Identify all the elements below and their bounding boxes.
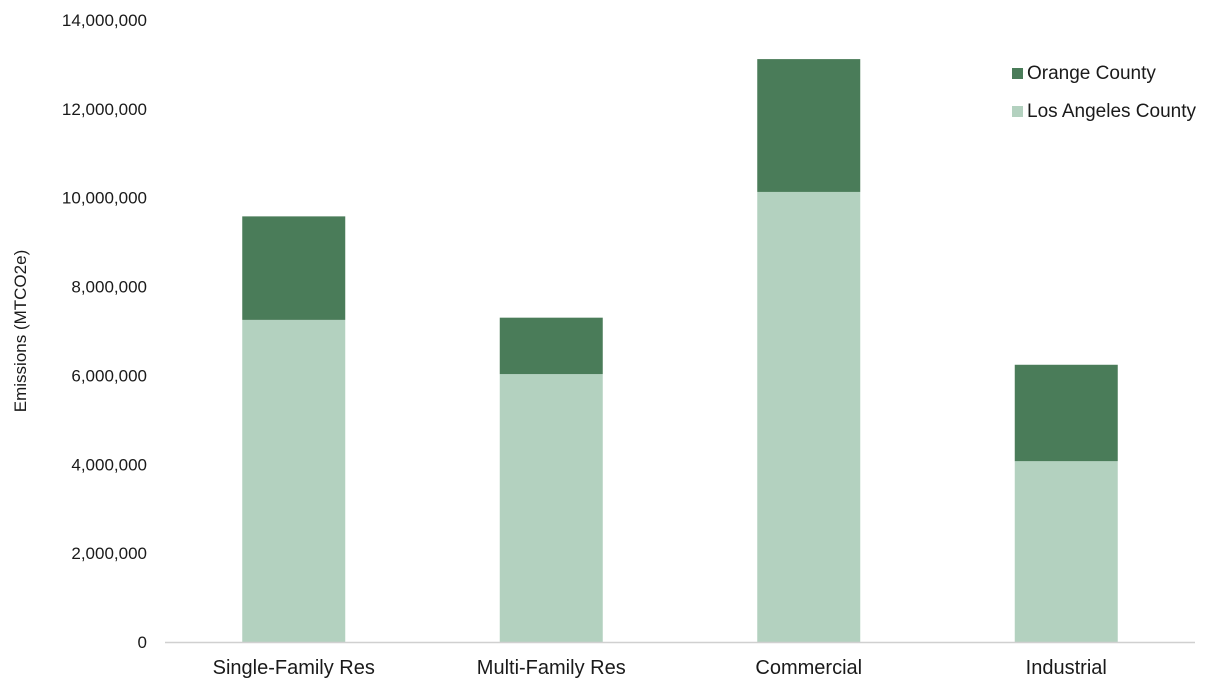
bar-orange-county <box>499 317 603 375</box>
y-tick-label: 12,000,000 <box>62 100 147 119</box>
legend-label: Los Angeles County <box>1027 101 1197 122</box>
x-category-label: Industrial <box>1026 657 1107 679</box>
bar-los-angeles-county <box>242 319 346 642</box>
y-tick-label: 14,000,000 <box>62 11 147 30</box>
legend-swatch <box>1012 106 1023 117</box>
legend: Orange County Los Angeles County <box>1012 63 1197 122</box>
bar-los-angeles-county <box>757 191 861 642</box>
x-category-label: Single-Family Res <box>213 657 375 679</box>
y-axis-label: Emissions (MTCO2e) <box>11 250 30 412</box>
legend-swatch <box>1012 68 1023 79</box>
bar-orange-county <box>242 216 346 320</box>
x-category-label: Commercial <box>755 657 862 679</box>
bar-los-angeles-county <box>499 374 603 642</box>
bar-orange-county <box>757 59 861 192</box>
x-axis-category-labels: Single-Family Res Multi-Family Res Commerc… <box>213 657 1107 679</box>
bar-orange-county <box>1014 364 1118 462</box>
y-tick-label: 2,000,000 <box>71 544 147 563</box>
y-tick-label: 8,000,000 <box>71 278 147 297</box>
y-axis-ticks: 0 2,000,000 4,000,000 6,000,000 8,000,000 10,… <box>62 11 147 652</box>
y-tick-label: 4,000,000 <box>71 455 147 474</box>
y-tick-label: 10,000,000 <box>62 189 147 208</box>
bars <box>242 59 1118 642</box>
legend-label: Orange County <box>1027 63 1156 84</box>
x-category-label: Multi-Family Res <box>477 657 626 679</box>
y-tick-label: 6,000,000 <box>71 366 147 385</box>
y-tick-label: 0 <box>138 633 147 652</box>
bar-los-angeles-county <box>1014 461 1118 642</box>
